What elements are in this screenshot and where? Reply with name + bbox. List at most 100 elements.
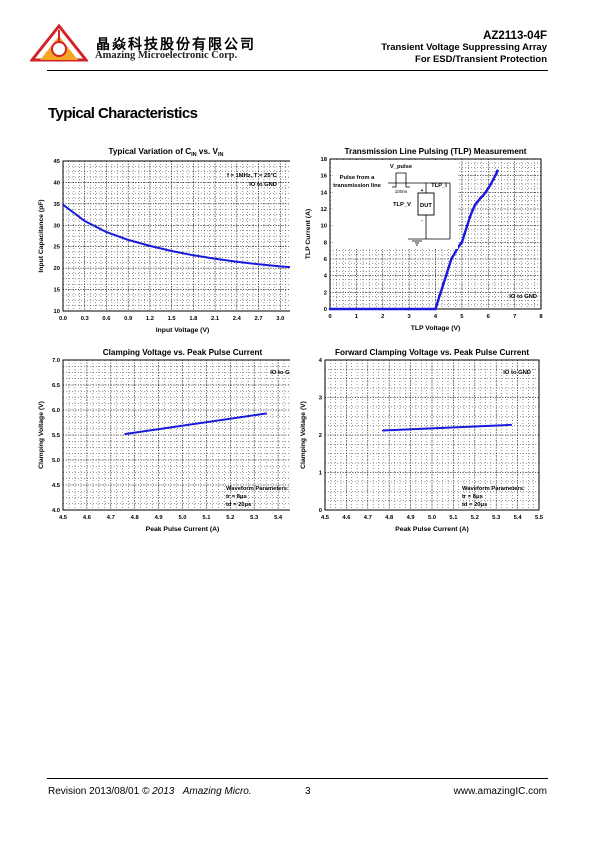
x-tick-label: 2.4 <box>233 316 242 322</box>
data-point <box>436 299 440 302</box>
x-tick-label: 5.3 <box>492 515 501 521</box>
y-tick-label: 0 <box>319 508 322 514</box>
data-point <box>279 265 282 268</box>
inset-label-dut: DUT <box>420 203 432 209</box>
data-point <box>473 203 477 207</box>
data-point <box>453 251 457 254</box>
x-tick-label: 3.0 <box>276 316 284 322</box>
y-tick-label: 5.5 <box>52 433 61 439</box>
x-tick-label: 5.5 <box>535 515 544 521</box>
inset-minus: - <box>421 218 423 224</box>
data-point <box>471 209 474 212</box>
forward-clamping-chart: Forward Clamping Voltage vs. Peak Pulse … <box>300 343 560 543</box>
data-point <box>214 257 216 260</box>
capacitance-chart: Typical Variation of CIN vs. VIN 0.0 0.3 0… <box>30 140 290 340</box>
data-point <box>447 266 450 269</box>
y-tick-label: 4.0 <box>52 508 60 514</box>
inset-label-tlpv: TLP_V <box>393 202 411 208</box>
chart-title: Clamping Voltage vs. Peak Pulse Current <box>103 348 263 357</box>
footer-website: www.amazingIC.com <box>453 786 547 797</box>
header-subtitle-2: For ESD/Transient Protection <box>415 53 547 65</box>
y-tick-label: 35 <box>54 202 61 208</box>
data-point <box>481 194 485 197</box>
data-point <box>438 294 441 297</box>
x-axis-label: Peak Pulse Current (A) <box>146 526 220 533</box>
company-name-en: Amazing Microelectronic Corp. <box>95 50 238 61</box>
data-point <box>496 169 499 172</box>
footer-company: Amazing Micro. <box>182 786 252 797</box>
section-title: Typical Characteristics <box>48 105 198 122</box>
plot-frame <box>324 359 540 511</box>
company-logo <box>28 22 90 62</box>
annotation-conditions: f = 1MHz, T = 25°C <box>227 173 278 179</box>
x-tick-label: 0 <box>328 314 331 320</box>
y-tick-label: 16 <box>321 174 328 180</box>
data-point <box>170 250 173 252</box>
x-tick-label: 5.2 <box>226 515 234 521</box>
x-tick-label: 5.1 <box>202 515 211 521</box>
series-line <box>62 203 290 269</box>
series-line <box>124 412 267 435</box>
x-tick-label: 4.5 <box>321 515 330 521</box>
tlp-inset-diagram: Pulse from a transmission line V_pulse 100n… <box>333 161 458 249</box>
x-tick-label: 5.3 <box>250 515 259 521</box>
x-tick-label: 4.8 <box>131 515 140 521</box>
company-name-cn: 晶焱科技股份有限公司 <box>96 37 256 53</box>
data-point <box>468 216 472 219</box>
data-point <box>328 307 332 311</box>
x-tick-label: 4.9 <box>407 515 416 521</box>
y-tick-label: 5.0 <box>52 458 60 464</box>
x-tick-label: 1.8 <box>189 316 198 322</box>
y-tick-label: 6.0 <box>52 408 60 414</box>
data-point <box>435 303 439 307</box>
data-point <box>486 186 490 190</box>
data-point <box>457 244 461 247</box>
y-axis-label: TLP Current (A) <box>305 209 312 259</box>
header-subtitle-1: Transient Voltage Suppressing Array <box>381 42 547 53</box>
data-point <box>257 263 260 266</box>
inset-plus: + <box>421 188 424 194</box>
inset-label-pulse: Pulse from a <box>340 175 376 181</box>
data-point <box>83 220 86 222</box>
x-tick-label: 4.5 <box>59 515 68 521</box>
annotation-waveform-title: Waveform Parameters: <box>462 486 525 492</box>
x-tick-label: 6 <box>487 314 491 320</box>
x-tick-label: 0.6 <box>102 316 111 322</box>
data-point <box>484 191 487 194</box>
x-tick-label: 8 <box>539 314 543 320</box>
x-tick-label: 4.6 <box>342 515 351 521</box>
annotation-io-gnd: IO to GND <box>509 294 537 300</box>
x-tick-label: 1 <box>355 314 359 320</box>
page-number: 3 <box>305 786 311 797</box>
x-tick-label: 5.0 <box>428 515 436 521</box>
data-point <box>407 307 411 311</box>
x-tick-label: 4.9 <box>155 515 164 521</box>
y-tick-label: 12 <box>321 207 327 213</box>
clamping-chart-svg: Clamping Voltage vs. Peak Pulse Current 4… <box>38 348 290 533</box>
y-tick-label: 10 <box>54 309 60 315</box>
data-point <box>465 224 469 227</box>
annotation-rise-time: tr = 8μs <box>462 494 483 500</box>
plot-frame <box>62 160 290 312</box>
data-point <box>476 200 479 203</box>
data-point <box>105 231 108 234</box>
footer-revision: Revision 2013/08/01 © 2013 Amazing Micro… <box>48 786 252 797</box>
y-tick-label: 1 <box>319 471 323 477</box>
annotation-rise-time: tr = 8μs <box>226 494 247 500</box>
x-axis-label: TLP Voltage (V) <box>411 325 461 332</box>
header-rule <box>47 70 548 71</box>
x-axis-label: Input Voltage (V) <box>156 327 210 334</box>
y-tick-label: 2 <box>319 433 322 439</box>
x-tick-label: 1.5 <box>168 316 177 322</box>
annotation-io-gnd: IO to GND <box>270 370 290 376</box>
y-tick-label: 14 <box>321 190 328 196</box>
x-tick-label: 4 <box>434 314 438 320</box>
chart-title: Transmission Line Pulsing (TLP) Measurem… <box>345 147 527 156</box>
x-tick-label: 4.6 <box>83 515 92 521</box>
y-tick-label: 4.5 <box>52 483 61 489</box>
inset-label-line: transmission line <box>333 183 381 189</box>
annotation-io-gnd: IO to GND <box>503 370 531 376</box>
tlp-chart: Transmission Line Pulsing (TLP) Measurem… <box>300 140 560 340</box>
tlp-chart-svg: Transmission Line Pulsing (TLP) Measurem… <box>305 147 543 332</box>
x-tick-label: 0.3 <box>81 316 90 322</box>
